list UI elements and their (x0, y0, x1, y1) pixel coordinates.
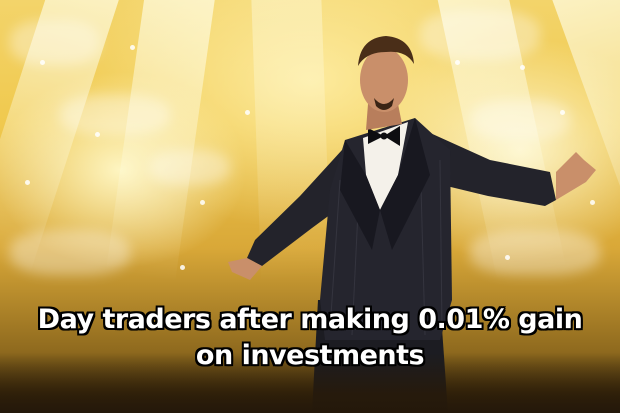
meme-caption: Day traders after making 0.01% gain on i… (20, 302, 600, 374)
audience-silhouettes (0, 353, 620, 413)
caption-line-2: on investments (195, 340, 425, 371)
caption-line-1: Day traders after making 0.01% gain (37, 304, 583, 335)
